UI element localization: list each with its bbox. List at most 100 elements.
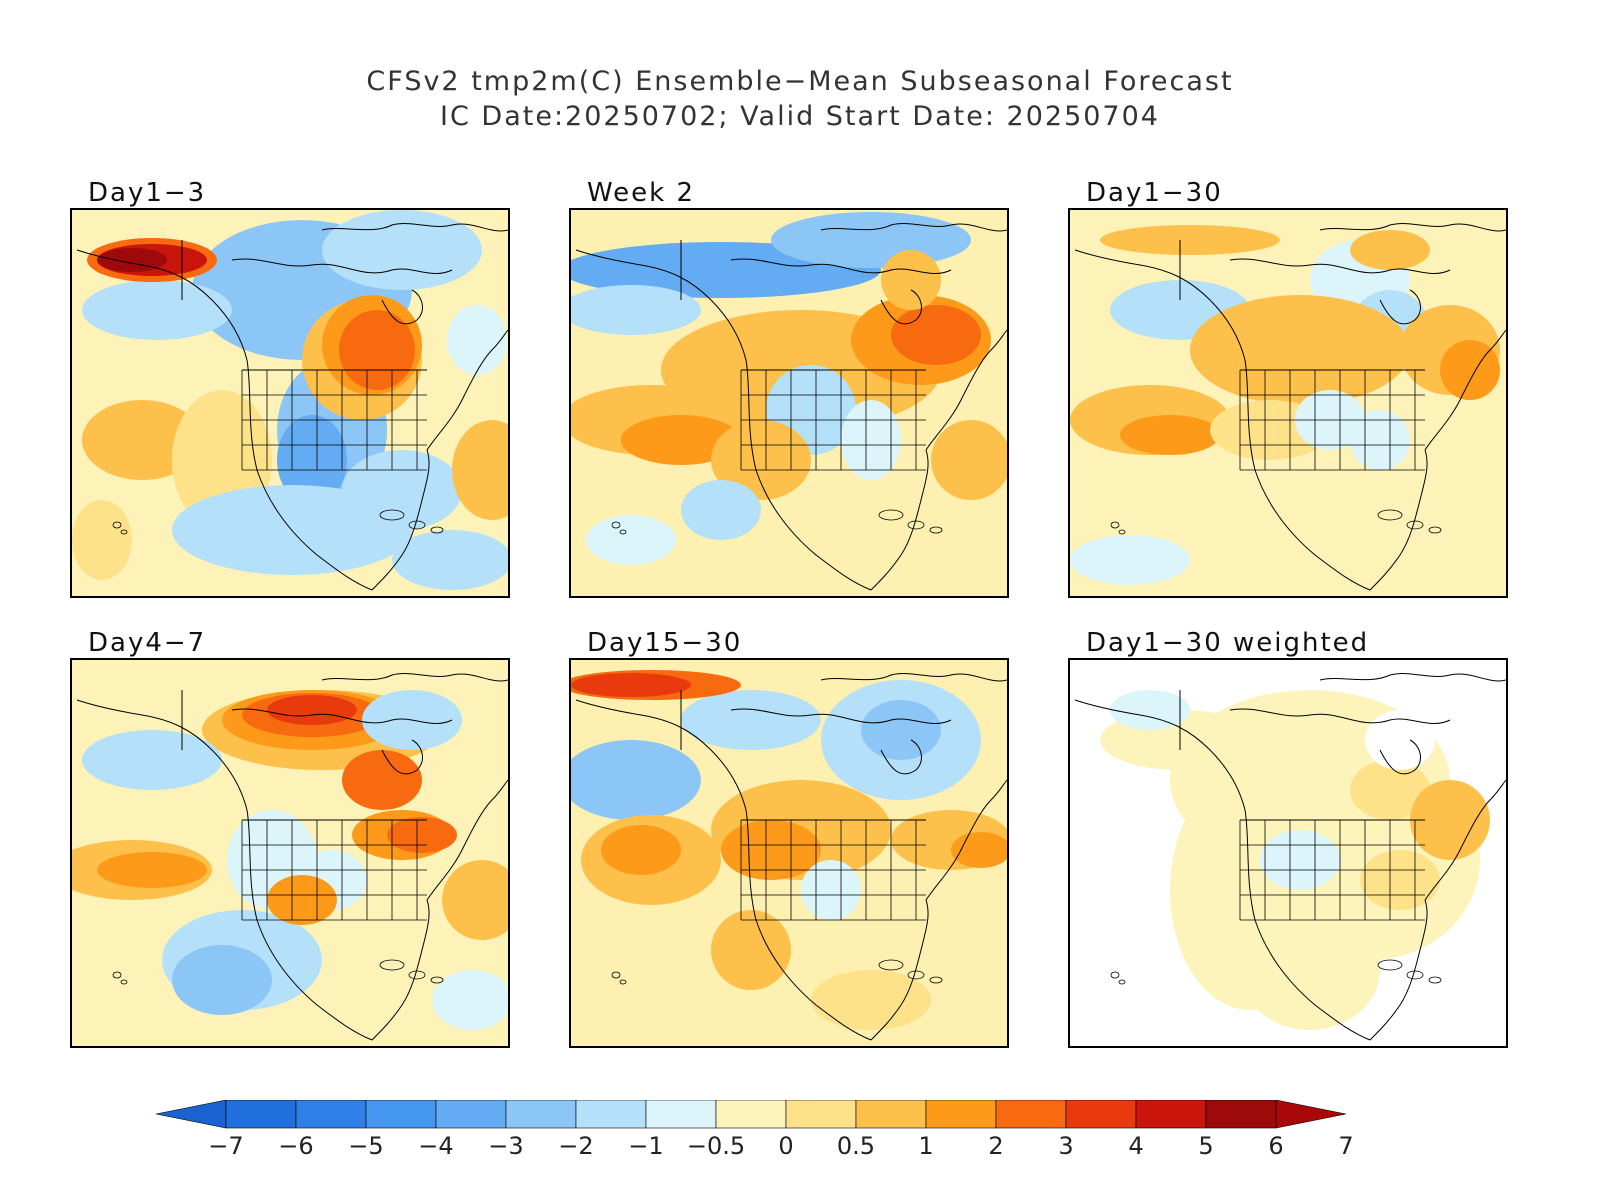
temperature-anomaly-map	[571, 210, 1007, 596]
anomaly-region	[97, 852, 207, 888]
island	[619, 529, 627, 535]
anomaly-region	[771, 212, 971, 268]
panel-label-day1-3: Day1−3	[88, 178, 207, 208]
anomaly-region	[1070, 535, 1190, 585]
colorbar-tick-label: 6	[1268, 1132, 1283, 1160]
figure-title-line1: CFSv2 tmp2m(C) Ensemble−Mean Subseasonal…	[366, 66, 1234, 97]
coastline	[730, 258, 952, 274]
colorbar-legend: −7 −6 −5 −4 −3 −2 −1 −0.5 0 0.5 1 2 3 4 5 6 7	[155, 1100, 1354, 1160]
panel-label-day15-30: Day15−30	[587, 628, 743, 658]
island	[1110, 521, 1120, 529]
coastline	[371, 449, 430, 591]
anomaly-region	[1350, 230, 1430, 270]
colorbar-tick-label: 7	[1338, 1132, 1353, 1160]
island	[112, 971, 122, 979]
island	[611, 971, 621, 979]
coastline	[1369, 449, 1428, 591]
coastline	[745, 359, 872, 591]
coastline	[426, 779, 508, 901]
island	[408, 970, 426, 980]
anomaly-region	[1350, 410, 1410, 470]
island	[430, 976, 444, 984]
colorbar-tick-label: −0.5	[687, 1132, 745, 1160]
anomaly-region	[1260, 830, 1340, 890]
island	[907, 970, 925, 980]
anomaly-region	[801, 860, 861, 920]
anomaly-region	[861, 700, 941, 760]
anomaly-region	[586, 515, 676, 565]
coastline	[1424, 779, 1506, 901]
coastline	[730, 708, 952, 724]
island	[878, 959, 904, 971]
anomaly-region	[1410, 780, 1490, 860]
colorbar-tick-label: −4	[418, 1132, 453, 1160]
island	[379, 509, 405, 521]
anomaly-region	[1100, 225, 1280, 255]
anomaly-region	[172, 945, 272, 1015]
anomaly-region	[82, 730, 222, 790]
colorbar-tick-label: 3	[1058, 1132, 1073, 1160]
temperature-anomaly-map	[1070, 660, 1506, 1046]
coastline	[1244, 809, 1371, 1041]
colorbar-swatch	[225, 1100, 297, 1129]
island	[120, 979, 128, 985]
map-panel-day1-30-weighted	[1068, 658, 1508, 1048]
island	[1406, 520, 1424, 530]
coastline	[575, 249, 747, 361]
coastline	[321, 223, 508, 232]
colorbar-swatch	[715, 1100, 787, 1129]
anomaly-region	[1110, 690, 1190, 730]
coastline	[231, 258, 453, 274]
anomaly-region	[442, 860, 508, 940]
colorbar-tick-label: 4	[1128, 1132, 1143, 1160]
panel-label-week2: Week 2	[587, 178, 696, 208]
anomaly-region	[811, 970, 931, 1030]
colorbar-swatch	[925, 1100, 997, 1129]
island	[878, 509, 904, 521]
coastline	[925, 329, 1007, 451]
island	[619, 979, 627, 985]
figure-title-line2: IC Date:20250702; Valid Start Date: 2025…	[440, 101, 1160, 132]
colorbar-swatch	[295, 1100, 367, 1129]
island	[1377, 959, 1403, 971]
anomaly-region	[681, 480, 761, 540]
anomaly-region	[1240, 910, 1380, 1030]
colorbar-arrow-high	[1275, 1100, 1347, 1129]
anomaly-region	[339, 310, 415, 390]
anomaly-region	[452, 420, 508, 520]
panel-label-day4-7: Day4−7	[88, 628, 207, 658]
colorbar-tick-label: 0	[778, 1132, 793, 1160]
anomaly-region	[931, 420, 1007, 500]
temperature-anomaly-map	[571, 660, 1007, 1046]
anomaly-region	[82, 280, 232, 340]
island	[1110, 971, 1120, 979]
coastline	[381, 289, 423, 325]
anomaly-region	[1120, 415, 1220, 455]
colorbar-swatch	[1135, 1100, 1207, 1129]
coastline	[880, 289, 922, 325]
anomaly-region	[711, 910, 791, 990]
colorbar-swatch	[435, 1100, 507, 1129]
colorbar-swatch	[1065, 1100, 1137, 1129]
colorbar-tick-label: −7	[208, 1132, 243, 1160]
map-panel-day15-30	[569, 658, 1009, 1048]
coastline	[1229, 708, 1451, 724]
island	[379, 959, 405, 971]
colorbar-swatch	[855, 1100, 927, 1129]
island	[1118, 529, 1126, 535]
colorbar-tick-label: 1	[918, 1132, 933, 1160]
island	[1406, 970, 1424, 980]
colorbar-swatch	[1205, 1100, 1277, 1129]
coastline	[1229, 258, 1451, 274]
coastline	[870, 899, 929, 1041]
coastline	[1319, 223, 1506, 232]
island	[408, 520, 426, 530]
coastline	[925, 779, 1007, 901]
coastline	[870, 449, 929, 591]
anomaly-region	[621, 415, 741, 465]
coastline	[1369, 899, 1428, 1041]
coastline	[76, 699, 248, 811]
coastline	[321, 673, 508, 682]
colorbar-tick-label: −5	[348, 1132, 383, 1160]
anomaly-region	[72, 500, 132, 580]
